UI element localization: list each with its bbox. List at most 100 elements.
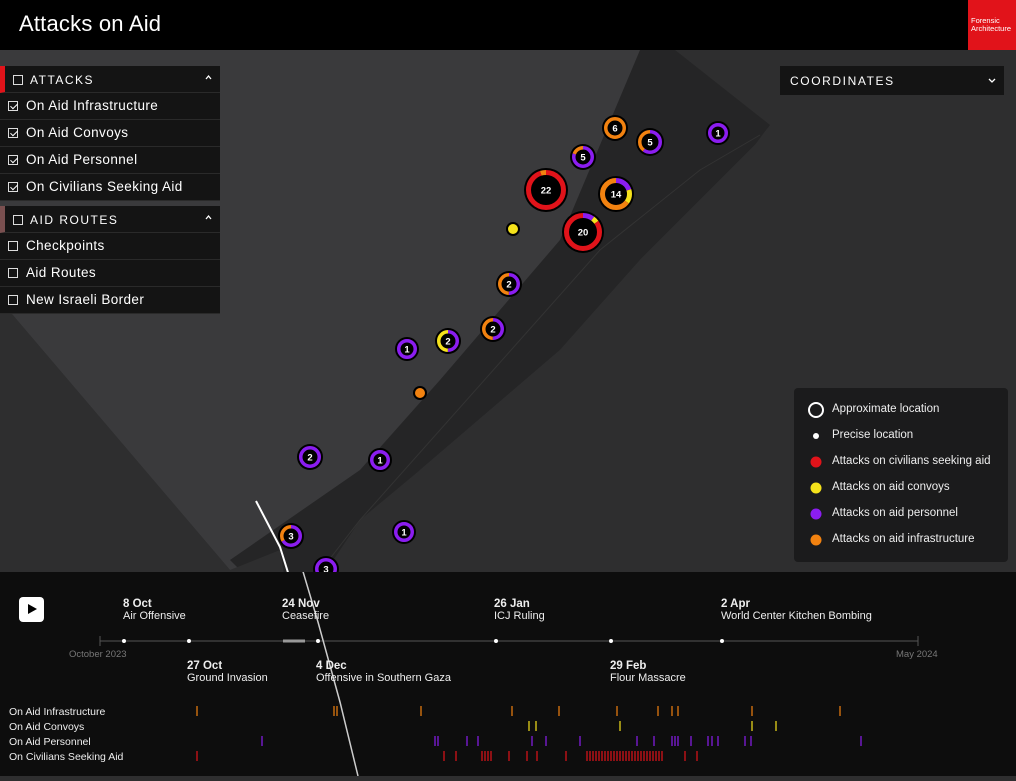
play-button[interactable]: [19, 597, 44, 622]
map-cluster-marker[interactable]: 3: [278, 523, 304, 549]
logo[interactable]: Forensic Architecture: [968, 0, 1016, 50]
map-cluster-marker[interactable]: 1: [395, 337, 419, 361]
timeline-event-dot[interactable]: [494, 639, 498, 643]
legend-personnel: Attacks on aid personnel: [794, 504, 1008, 524]
filter-label: New Israeli Border: [26, 292, 145, 307]
road-line: [289, 134, 761, 611]
filter-label: Aid Routes: [26, 265, 97, 280]
map-cluster-marker[interactable]: 22: [524, 168, 568, 212]
checkbox-border[interactable]: [8, 295, 18, 305]
map-cluster-marker[interactable]: 5: [570, 144, 596, 170]
cluster-count: 6: [612, 124, 617, 135]
map-cluster-marker[interactable]: 14: [598, 176, 634, 212]
filter-civilians[interactable]: On Civilians Seeking Aid: [0, 174, 220, 201]
filter-label: On Aid Infrastructure: [26, 98, 159, 113]
event-date: 8 Oct: [123, 598, 152, 610]
timeline-event-dot[interactable]: [609, 639, 613, 643]
timeline-end-label: May 2024: [896, 649, 938, 660]
map-cluster-marker[interactable]: 5: [636, 128, 664, 156]
checkbox-personnel[interactable]: [8, 155, 18, 165]
event-date: 24 Nov: [282, 598, 320, 610]
red-dot-icon: [810, 456, 822, 468]
checkbox-infrastructure[interactable]: [8, 101, 18, 111]
filter-convoys[interactable]: On Aid Convoys: [0, 120, 220, 147]
filter-label: On Aid Convoys: [26, 125, 129, 140]
cluster-segment-infrastructure: [482, 318, 504, 340]
legend-label: Approximate location: [832, 403, 940, 415]
checkbox-civilians[interactable]: [8, 182, 18, 192]
track-label-infrastructure: On Aid Infrastructure: [9, 706, 106, 718]
event-icj-ruling[interactable]: 26 Jan ICJ Ruling: [494, 598, 545, 622]
header-bar: Attacks on Aid Forensic Architecture: [0, 0, 1016, 50]
event-ground-invasion[interactable]: 27 Oct Ground Invasion: [187, 660, 268, 684]
cluster-segment-personnel: [708, 123, 728, 143]
cluster-segment-convoys: [600, 178, 632, 210]
map-cluster-marker[interactable]: 1: [392, 520, 416, 544]
event-air-offensive[interactable]: 8 Oct Air Offensive: [123, 598, 186, 622]
cluster-segment-infrastructure: [498, 273, 520, 295]
event-southern-gaza[interactable]: 4 Dec Offensive in Southern Gaza: [316, 660, 451, 684]
map-cluster-marker[interactable]: 6: [602, 115, 628, 141]
timeline-event-dot[interactable]: [122, 639, 126, 643]
timeline-panel: October 2023 May 2024 8 Oct Air Offensive…: [0, 572, 1016, 776]
timeline-event-dot[interactable]: [316, 639, 320, 643]
checkbox-checkpoints[interactable]: [8, 241, 18, 251]
cluster-count: 2: [445, 337, 450, 348]
attacks-checkbox[interactable]: [13, 75, 23, 85]
timeline-svg[interactable]: [0, 572, 1016, 776]
map-cluster-marker[interactable]: 1: [706, 121, 730, 145]
cluster-count: 2: [506, 280, 511, 291]
ring-icon: [808, 402, 824, 418]
legend-box: Approximate location Precise location At…: [794, 388, 1008, 562]
event-flour-massacre[interactable]: 29 Feb Flour Massacre: [610, 660, 686, 684]
coordinates-label: COORDINATES: [790, 74, 895, 88]
map-cluster-marker[interactable]: 20: [562, 211, 604, 253]
chevron-up-icon[interactable]: [205, 214, 212, 221]
aid-routes-checkbox[interactable]: [13, 215, 23, 225]
cluster-segment-civilians: [564, 213, 602, 251]
map-cluster-marker[interactable]: [506, 222, 520, 236]
event-date: 29 Feb: [610, 660, 647, 672]
event-label: Ground Invasion: [187, 672, 268, 684]
cluster-count: 1: [404, 345, 410, 356]
event-ceasefire[interactable]: 24 Nov Ceasefire: [282, 598, 329, 622]
event-date: 26 Jan: [494, 598, 530, 610]
map-cluster-marker[interactable]: [413, 386, 427, 400]
event-label: World Center Kitchen Bombing: [721, 610, 872, 622]
map-cluster-marker[interactable]: 1: [368, 448, 392, 472]
aid-routes-title: AID ROUTES: [30, 213, 119, 227]
legend-label: Precise location: [832, 429, 914, 441]
map-cluster-marker[interactable]: 2: [496, 271, 522, 297]
aid-routes-header[interactable]: AID ROUTES: [0, 206, 220, 233]
legend-label: Attacks on aid personnel: [832, 507, 958, 519]
chevron-up-icon[interactable]: [205, 74, 212, 81]
coordinates-dropdown[interactable]: COORDINATES: [780, 66, 1004, 95]
checkbox-convoys[interactable]: [8, 128, 18, 138]
purple-dot-icon: [810, 508, 822, 520]
track-label-civilians: On Civilians Seeking Aid: [9, 751, 124, 763]
event-wck-bombing[interactable]: 2 Apr World Center Kitchen Bombing: [721, 598, 872, 622]
map-cluster-marker[interactable]: 2: [480, 316, 506, 342]
attacks-panel: ATTACKS On Aid Infrastructure On Aid Con…: [0, 66, 220, 201]
track-label-personnel: On Aid Personnel: [9, 736, 91, 748]
checkbox-aid-routes[interactable]: [8, 268, 18, 278]
filter-infrastructure[interactable]: On Aid Infrastructure: [0, 93, 220, 120]
event-date: 2 Apr: [721, 598, 750, 610]
cluster-count: 5: [580, 153, 586, 164]
track-label-convoys: On Aid Convoys: [9, 721, 85, 733]
timeline-event-dot[interactable]: [720, 639, 724, 643]
chevron-down-icon[interactable]: [988, 77, 996, 84]
event-label: Ceasefire: [282, 610, 330, 622]
map-cluster-marker[interactable]: 2: [435, 328, 461, 354]
legend-label: Attacks on aid infrastructure: [832, 533, 975, 545]
filter-border[interactable]: New Israeli Border: [0, 287, 220, 314]
map-cluster-marker[interactable]: 2: [297, 444, 323, 470]
filter-checkpoints[interactable]: Checkpoints: [0, 233, 220, 260]
filter-aid-routes[interactable]: Aid Routes: [0, 260, 220, 287]
cluster-count: 20: [578, 228, 589, 239]
attacks-header[interactable]: ATTACKS: [0, 66, 220, 93]
filter-personnel[interactable]: On Aid Personnel: [0, 147, 220, 174]
timeline-event-dot[interactable]: [187, 639, 191, 643]
cluster-count: 3: [323, 565, 328, 576]
legend-precise: Precise location: [794, 426, 1008, 446]
